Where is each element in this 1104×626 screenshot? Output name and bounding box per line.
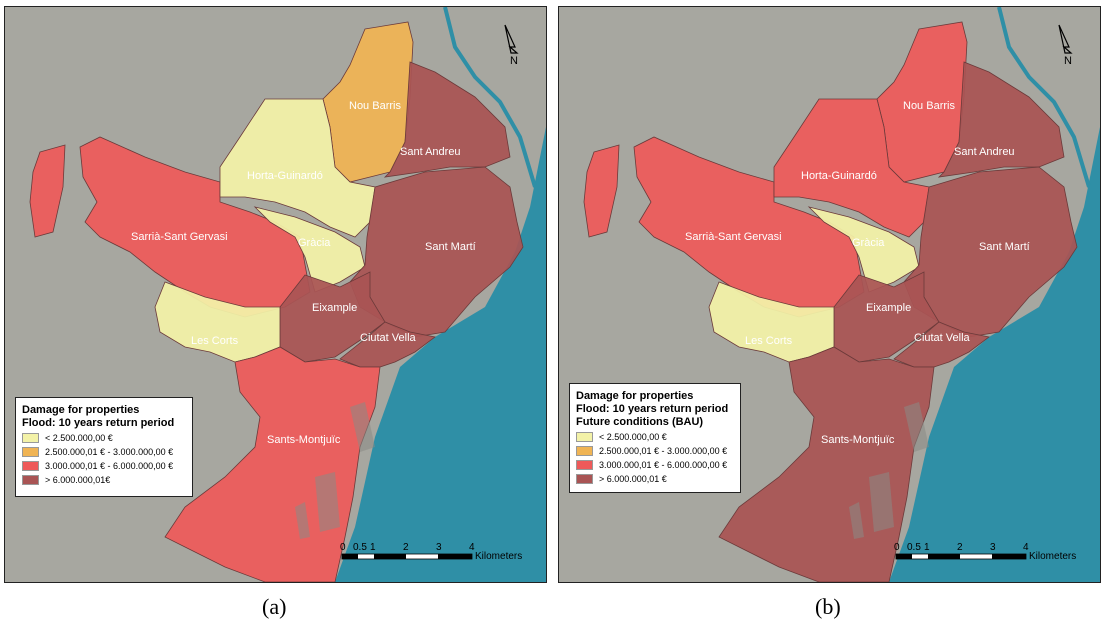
legend-swatch [22, 461, 39, 471]
legend-label: < 2.500.000,00 € [599, 432, 667, 442]
legend-label: 3.000.000,01 € - 6.000.000,00 € [45, 461, 174, 471]
panel-letter-a: (a) [262, 594, 287, 619]
north-arrow: N [1058, 24, 1073, 67]
district-sant-andreu [937, 61, 1065, 178]
district-sant-marti [349, 166, 524, 338]
district-horta [219, 98, 376, 238]
label-ciutat-vella: Ciutat Vella [360, 332, 417, 344]
north-label: N [510, 55, 518, 67]
port-piers [849, 402, 929, 539]
scale-tick-2: 1 [370, 542, 376, 553]
legend-title-1: Damage for properties [576, 390, 694, 402]
scale-tick-3: 2 [403, 542, 409, 553]
legend-label: 3.000.000,01 € - 6.000.000,00 € [599, 460, 728, 470]
label-sants: Sants-Montjuïc [267, 434, 341, 446]
scale-tick-0: 0 [340, 542, 346, 553]
north-arrow-icon [1058, 24, 1073, 54]
scale-tick-1: 0.5 [353, 542, 367, 553]
legend-label: > 6.000.000,01 € [599, 474, 667, 484]
legend-swatch [22, 447, 39, 457]
district-sant-marti [903, 166, 1078, 338]
district-horta [773, 98, 930, 238]
label-gracia: Gràcia [298, 237, 331, 249]
map-panel-b: Nou Barris Sant Andreu Horta-Guinardó Sa… [558, 6, 1101, 583]
label-nou-barris: Nou Barris [903, 100, 955, 112]
legend-item: 3.000.000,01 € - 6.000.000,00 € [576, 459, 732, 471]
district-map-b: Nou Barris Sant Andreu Horta-Guinardó Sa… [559, 7, 1100, 582]
legend-label: 2.500.000,01 € - 3.000.000,00 € [599, 446, 728, 456]
district-gracia [253, 206, 366, 293]
scale-tick-5: 4 [469, 542, 475, 553]
label-nou-barris: Nou Barris [349, 100, 401, 112]
scale-tick-0: 0 [894, 542, 900, 553]
legend-title-1: Damage for properties [22, 404, 140, 416]
legend-b: Damage for properties Flood: 10 years re… [569, 383, 741, 493]
north-label: N [1064, 55, 1072, 67]
label-sarria: Sarrià-Sant Gervasi [131, 231, 228, 243]
label-sants: Sants-Montjuïc [821, 434, 895, 446]
sea [889, 127, 1100, 582]
label-ciutat-vella: Ciutat Vella [914, 332, 971, 344]
district-ciutat-vella [893, 321, 990, 368]
legend-item: 2.500.000,01 € - 3.000.000,00 € [576, 445, 732, 457]
label-eixample: Eixample [866, 302, 911, 314]
scale-tick-2: 1 [924, 542, 930, 553]
scale-tick-4: 3 [436, 542, 442, 553]
legend-swatch [22, 433, 39, 443]
legend-item: < 2.500.000,00 € [22, 432, 184, 444]
map-panel-a: Nou Barris Sant Andreu Horta-Guinardó Sa… [4, 6, 547, 583]
legend-title-3: Future conditions (BAU) [576, 416, 704, 428]
label-gracia: Gràcia [852, 237, 885, 249]
district-labels: Nou Barris Sant Andreu Horta-Guinardó Sa… [131, 100, 476, 446]
legend-swatch [576, 446, 593, 456]
district-sant-andreu [383, 61, 511, 178]
district-map-a: Nou Barris Sant Andreu Horta-Guinardó Sa… [5, 7, 546, 582]
scale-tick-4: 3 [990, 542, 996, 553]
legend-a: Damage for properties Flood: 10 years re… [15, 397, 193, 497]
label-horta: Horta-Guinardó [247, 170, 323, 182]
panel-letter-b: (b) [815, 594, 841, 619]
legend-label: > 6.000.000,01€ [45, 475, 111, 485]
district-gracia [807, 206, 920, 293]
scale-tick-3: 2 [957, 542, 963, 553]
scale-unit: Kilometers [475, 551, 522, 562]
legend-swatch [576, 460, 593, 470]
legend-item: > 6.000.000,01€ [22, 474, 184, 486]
legend-swatch [22, 475, 39, 485]
label-eixample: Eixample [312, 302, 357, 314]
scale-bar: 0 0.5 1 2 3 4 Kilometers [340, 542, 522, 562]
scale-bar: 0 0.5 1 2 3 4 Kilometers [894, 542, 1076, 562]
legend-title-2: Flood: 10 years return period [576, 403, 729, 415]
legend-title-2: Flood: 10 years return period [22, 417, 175, 429]
legend-swatch [576, 432, 593, 442]
sea [335, 127, 546, 582]
legend-item: 2.500.000,01 € - 3.000.000,00 € [22, 446, 184, 458]
river-line [997, 7, 1091, 188]
legend-item: 3.000.000,01 € - 6.000.000,00 € [22, 460, 184, 472]
legend-swatch [576, 474, 593, 484]
scale-tick-1: 0.5 [907, 542, 921, 553]
label-sant-marti: Sant Martí [979, 241, 1030, 253]
scale-tick-5: 4 [1023, 542, 1029, 553]
legend-item: < 2.500.000,00 € [576, 431, 732, 443]
north-arrow-icon [504, 24, 519, 54]
legend-label: 2.500.000,01 € - 3.000.000,00 € [45, 447, 174, 457]
district-ciutat-vella [339, 321, 436, 368]
port-piers [295, 402, 375, 539]
scale-unit: Kilometers [1029, 551, 1076, 562]
river-line [443, 7, 537, 188]
label-sant-andreu: Sant Andreu [954, 146, 1015, 158]
label-les-corts: Les Corts [745, 335, 793, 347]
label-sarria: Sarrià-Sant Gervasi [685, 231, 782, 243]
legend-item: > 6.000.000,01 € [576, 473, 732, 485]
label-les-corts: Les Corts [191, 335, 239, 347]
label-sant-andreu: Sant Andreu [400, 146, 461, 158]
label-sant-marti: Sant Martí [425, 241, 476, 253]
legend-label: < 2.500.000,00 € [45, 433, 113, 443]
district-labels: Nou Barris Sant Andreu Horta-Guinardó Sa… [685, 100, 1030, 446]
label-horta: Horta-Guinardó [801, 170, 877, 182]
north-arrow: N [504, 24, 519, 67]
